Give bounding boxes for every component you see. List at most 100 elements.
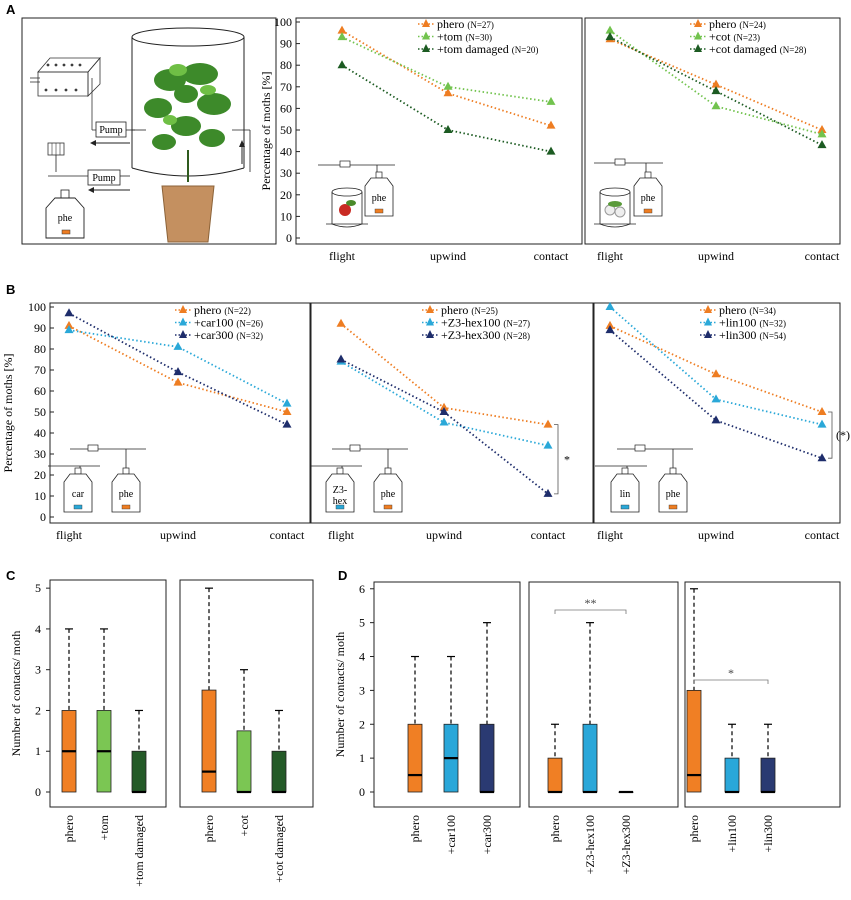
box-plot-d3: phero +lin100 +lin300 * bbox=[684, 581, 841, 852]
data-point bbox=[64, 320, 74, 329]
x-tick-label: phero bbox=[62, 815, 76, 842]
y-tick-label: 60 bbox=[34, 384, 46, 398]
y-tick-label: 5 bbox=[359, 616, 365, 630]
y-tick-label: 1 bbox=[359, 751, 365, 765]
box bbox=[131, 750, 147, 793]
legend-entry: +car300 (N=32) bbox=[194, 328, 263, 342]
legend-name: +Z3-hex100 bbox=[441, 316, 500, 330]
y-tick-label: 4 bbox=[35, 622, 41, 636]
legend-n: (N=32) bbox=[759, 319, 786, 329]
legend-entry: phero (N=22) bbox=[194, 303, 251, 317]
y-tick-label: 70 bbox=[34, 363, 46, 377]
y-tick-label: 100 bbox=[28, 300, 46, 314]
bottle-dispenser bbox=[668, 504, 678, 510]
inset-a2-cotton-setup: phe bbox=[594, 158, 663, 228]
pump-label-1: Pump bbox=[99, 125, 122, 136]
series-line bbox=[609, 329, 823, 460]
y-tick-label: 50 bbox=[280, 123, 292, 137]
data-point bbox=[543, 440, 553, 449]
legend-name: +car100 bbox=[194, 316, 233, 330]
y-tick-label: 3 bbox=[35, 663, 41, 677]
significance-label: ** bbox=[585, 596, 597, 610]
y-tick-label: 100 bbox=[274, 15, 292, 29]
x-tick-label: phero bbox=[548, 815, 562, 842]
bottle-body bbox=[63, 473, 93, 513]
legend-n: (N=27) bbox=[467, 20, 494, 30]
legend-name: phero bbox=[194, 303, 221, 317]
tube-connector bbox=[614, 158, 626, 166]
data-point bbox=[64, 325, 74, 334]
legend-marker bbox=[704, 317, 712, 326]
bottle-dispenser bbox=[374, 208, 384, 214]
tube-connector bbox=[349, 444, 361, 452]
plot-frame bbox=[684, 581, 841, 808]
x-tick-label: upwind bbox=[698, 249, 734, 263]
data-point bbox=[605, 320, 615, 329]
y-tick-label: 40 bbox=[34, 426, 46, 440]
inset-label: phe bbox=[641, 193, 656, 204]
legend-n: (N=24) bbox=[739, 20, 766, 30]
x-tick-label: flight bbox=[56, 528, 83, 542]
data-point bbox=[817, 125, 827, 133]
inset-label: phe bbox=[666, 489, 681, 500]
bottle-cap bbox=[669, 467, 677, 475]
legend-n: (N=54) bbox=[759, 331, 786, 341]
y-tick-label: 3 bbox=[359, 683, 365, 697]
box bbox=[582, 723, 598, 793]
series-line bbox=[341, 29, 552, 127]
series-line bbox=[609, 38, 823, 131]
data-point bbox=[605, 325, 615, 334]
series-line bbox=[340, 358, 549, 495]
legend-n: (N=34) bbox=[749, 306, 776, 316]
x-tick-label: flight bbox=[597, 528, 624, 542]
y-tick-label: 2 bbox=[359, 717, 365, 731]
data-point bbox=[443, 88, 453, 97]
series-line bbox=[341, 64, 552, 153]
legend-marker bbox=[704, 330, 712, 338]
bottle-body bbox=[633, 177, 663, 217]
legend-name: phero bbox=[441, 303, 468, 317]
data-point bbox=[439, 417, 449, 426]
panel-label-d: D bbox=[338, 568, 347, 583]
inset-label: hex bbox=[333, 496, 347, 507]
line-chart-b3: flight upwind contact phero (N=34)+lin100 (N=… bbox=[593, 302, 850, 542]
data-point bbox=[336, 318, 346, 327]
data-point bbox=[711, 394, 721, 403]
legend-n: (N=27) bbox=[503, 319, 530, 329]
x-tick-label: contact bbox=[270, 528, 305, 542]
legend-entry: phero (N=25) bbox=[441, 303, 498, 317]
plant-chamber-icon bbox=[131, 27, 251, 243]
tube-connector bbox=[339, 160, 351, 168]
legend-entry: phero (N=24) bbox=[709, 17, 766, 31]
bottle-dispenser bbox=[620, 504, 630, 510]
plot-frame bbox=[373, 581, 521, 808]
legend-n: (N=23) bbox=[733, 33, 760, 43]
box-plot-d1: 0 1 2 3 4 5 6 Number of contacts/ moth phero +car… bbox=[333, 581, 521, 854]
data-point bbox=[337, 25, 347, 34]
x-tick-label: phero bbox=[408, 815, 422, 842]
legend-n: (N=28) bbox=[503, 331, 530, 341]
legend-name: phero bbox=[719, 303, 746, 317]
box-plot-c2: phero +cot +cot damaged bbox=[179, 579, 314, 883]
data-point bbox=[337, 32, 347, 41]
legend-marker bbox=[426, 305, 434, 313]
data-point bbox=[546, 120, 556, 129]
y-tick-label: 5 bbox=[35, 581, 41, 595]
legend-marker bbox=[422, 19, 430, 27]
y-tick-label: 80 bbox=[280, 58, 292, 72]
x-tick-label: upwind bbox=[426, 528, 462, 542]
data-point bbox=[605, 302, 615, 310]
legend-name: +Z3-hex300 bbox=[441, 328, 500, 342]
pump-box-2 bbox=[87, 169, 121, 186]
x-tick-label: +lin100 bbox=[725, 815, 739, 852]
y-tick-label: 20 bbox=[34, 468, 46, 482]
panel-label-c: C bbox=[6, 568, 16, 583]
legend-entry: +car100 (N=26) bbox=[194, 316, 263, 330]
jar-top bbox=[331, 187, 363, 197]
y-tick-label: 50 bbox=[34, 405, 46, 419]
y-tick-label: 10 bbox=[34, 489, 46, 503]
legend-n: (N=25) bbox=[471, 306, 498, 316]
tube-connector bbox=[634, 444, 646, 452]
bottle-dispenser bbox=[383, 504, 393, 510]
